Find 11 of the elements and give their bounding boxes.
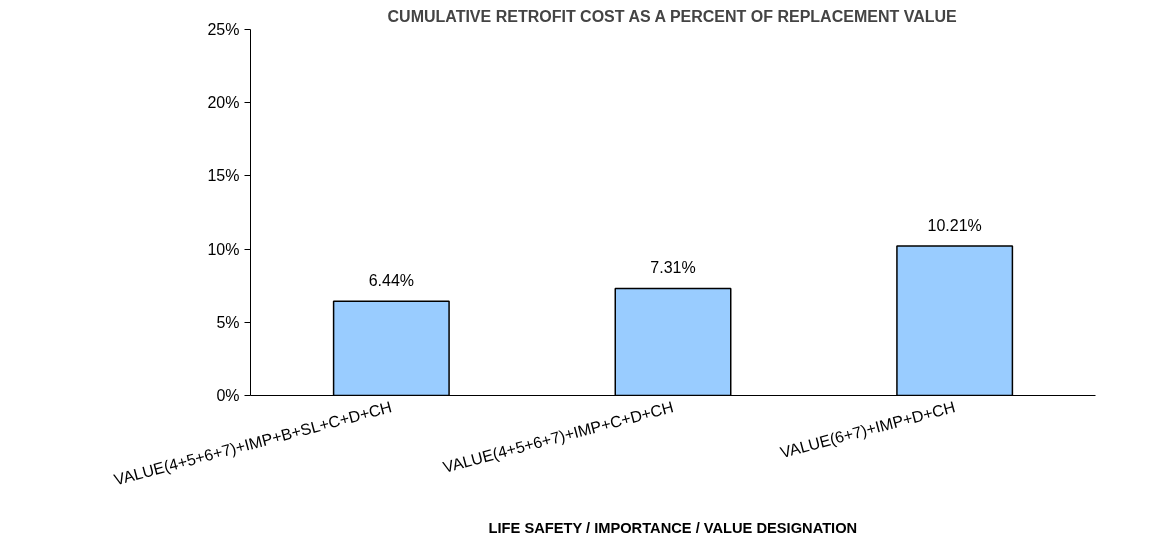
y-tick-label: 5% (216, 313, 240, 331)
data-label: 10.21% (927, 217, 982, 235)
chart-title: CUMULATIVE RETROFIT COST AS A PERCENT OF REPLACEMENT VALUE (387, 7, 958, 25)
y-tick-label: 25% (207, 21, 240, 38)
y-tick-label: 0% (216, 387, 240, 404)
data-label: 6.44% (368, 272, 415, 290)
y-tick-label: 20% (207, 94, 240, 112)
y-tick-label: 10% (207, 240, 240, 258)
y-tick-label: 15% (207, 167, 240, 185)
x-axis-title: LIFE SAFETY / IMPORTANCE / VALUE DESIGNATION (488, 519, 858, 536)
data-label: 7.31% (650, 259, 696, 277)
